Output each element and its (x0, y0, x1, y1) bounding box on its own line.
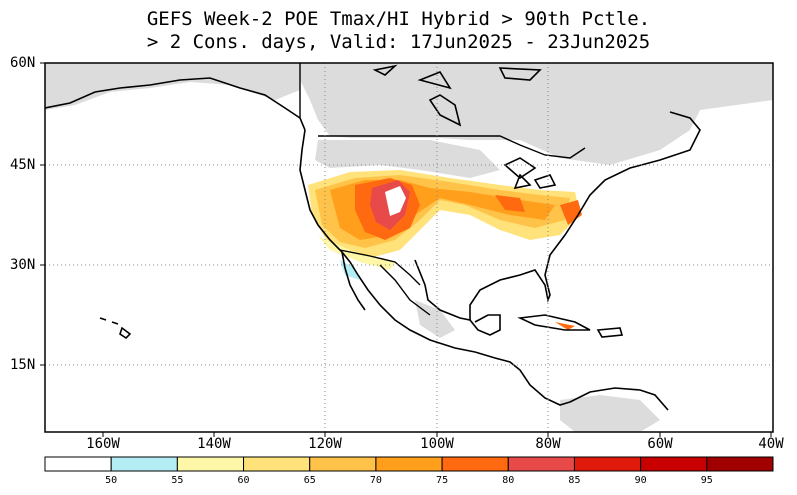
yucatan (469, 314, 501, 336)
cuba (517, 314, 591, 331)
graticule (45, 63, 773, 432)
canada-mask-region (300, 63, 773, 165)
map-title-line-1: GEFS Week-2 POE Tmax/HI Hybrid > 90th Pc… (146, 8, 651, 30)
political-borders (299, 63, 586, 316)
colorbar-label: 75 (436, 475, 449, 486)
map-area (45, 63, 773, 432)
lat-label-60n: 60N (10, 55, 36, 71)
lon-label-40w: 40W (758, 436, 784, 452)
map-frame (44, 62, 774, 433)
colorbar-swatch (640, 456, 708, 472)
great-lakes (503, 157, 557, 190)
alaska-coast (45, 77, 306, 131)
colorbar-swatch (110, 456, 178, 472)
northern-us-mask-region (315, 140, 500, 178)
colorbar-swatch (309, 456, 377, 472)
lon-label-120w: 120W (308, 436, 342, 452)
lon-label-140w: 140W (197, 436, 231, 452)
colorbar-label: 50 (105, 475, 118, 486)
colorbar-label: 90 (634, 475, 647, 486)
colorbar-swatch (706, 456, 774, 472)
lat-label-30n: 30N (10, 257, 36, 273)
colorbar-label: 60 (237, 475, 250, 486)
colorbar-label: 55 (171, 475, 184, 486)
us-mexico-border (339, 249, 421, 286)
south-america-coast (569, 387, 669, 411)
colorbar (44, 456, 774, 472)
colorbar-label: 65 (303, 475, 316, 486)
colorbar-label: 95 (700, 475, 713, 486)
colorbar-swatch (44, 456, 112, 472)
baja (341, 251, 366, 311)
alaska-mask-region (45, 63, 300, 110)
hawaii (99, 317, 132, 340)
colorbar-swatch (243, 456, 311, 472)
lat-label-45n: 45N (10, 157, 36, 173)
coastlines (45, 64, 701, 411)
lon-label-80w: 80W (535, 436, 561, 452)
lon-label-60w: 60W (647, 436, 673, 452)
lon-label-160w: 160W (86, 436, 120, 452)
colorbar-swatch (441, 456, 509, 472)
hispaniola (596, 327, 624, 338)
us-canada-border (318, 135, 586, 159)
gulf-coast (414, 111, 701, 321)
mexico-mask-region (415, 300, 455, 338)
lat-ticks (40, 62, 45, 366)
mexico-states (379, 264, 431, 316)
central-america (474, 351, 571, 406)
lat-label-15n: 15N (10, 357, 36, 373)
colorbar-swatch (507, 456, 575, 472)
colorbar-label: 70 (369, 475, 382, 486)
lon-ticks (102, 432, 772, 437)
colorbar-label: 85 (568, 475, 581, 486)
colorbar-swatch (176, 456, 245, 472)
lon-label-100w: 100W (420, 436, 454, 452)
pacific-coast (299, 129, 476, 353)
colorbar-swatch (573, 456, 642, 472)
arctic-islands (372, 64, 542, 90)
map-title-line-2: > 2 Cons. days, Valid: 17Jun2025 - 23Jun… (146, 31, 651, 53)
hudson-bay (428, 94, 462, 127)
colorbar-label: 80 (502, 475, 515, 486)
colorbar-swatch (375, 456, 443, 472)
south-america-mask-region (560, 395, 660, 432)
